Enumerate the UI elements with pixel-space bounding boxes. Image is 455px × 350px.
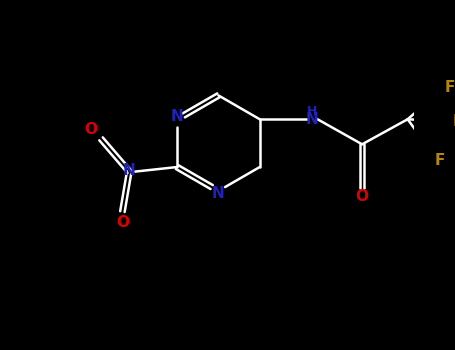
Text: O: O bbox=[356, 189, 369, 204]
Text: N: N bbox=[123, 163, 136, 178]
Text: O: O bbox=[85, 122, 97, 137]
Text: H: H bbox=[307, 105, 317, 118]
Text: N: N bbox=[171, 110, 183, 125]
Text: F: F bbox=[445, 80, 455, 95]
Text: N: N bbox=[306, 112, 318, 127]
Text: N: N bbox=[212, 186, 225, 201]
Text: F: F bbox=[434, 153, 445, 168]
Text: O: O bbox=[116, 216, 129, 231]
Text: F: F bbox=[452, 114, 455, 129]
